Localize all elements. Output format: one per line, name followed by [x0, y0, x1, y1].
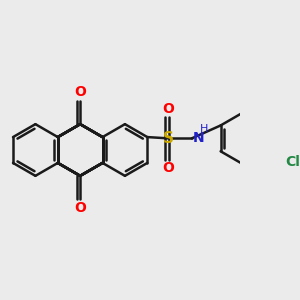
Text: S: S	[163, 131, 174, 146]
Text: O: O	[163, 161, 174, 175]
Text: O: O	[74, 200, 86, 214]
Text: Cl: Cl	[286, 155, 300, 169]
Text: O: O	[163, 102, 174, 116]
Text: O: O	[74, 85, 86, 100]
Text: H: H	[200, 124, 208, 134]
Text: N: N	[192, 131, 204, 146]
